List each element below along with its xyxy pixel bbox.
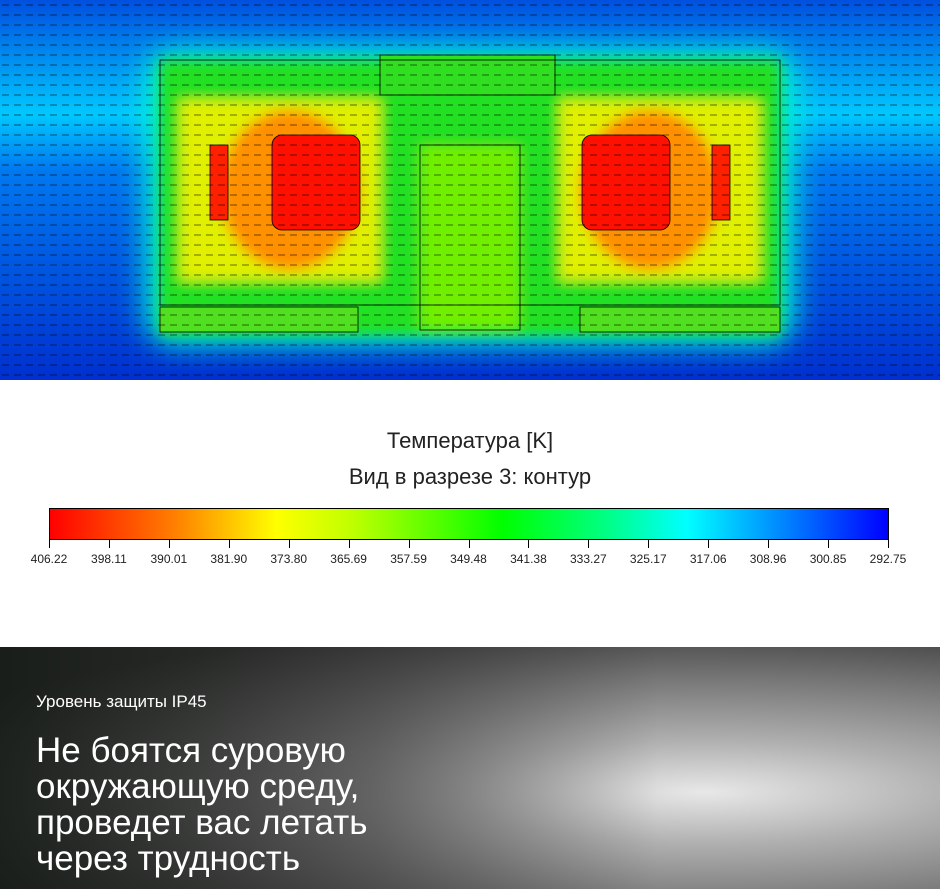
scale-tick <box>588 540 590 548</box>
headline-line: Не боятся суровую <box>36 731 346 770</box>
scale-tick-label: 341.38 <box>510 552 547 566</box>
headline-line: проведет вас летать <box>36 803 368 842</box>
scale-tick-label: 406.22 <box>30 552 68 566</box>
scale-tick <box>408 540 410 548</box>
scale-tick <box>108 540 110 548</box>
scale-tick-label: 381.90 <box>210 552 248 566</box>
banner: Уровень защиты IP45 Не боятся суровую ок… <box>0 647 940 889</box>
legend-subtitle: Вид в разрезе 3: контур <box>348 464 592 489</box>
scale-tick-label: 365.69 <box>330 552 367 566</box>
scale-tick <box>708 540 710 548</box>
scale-tick-label: 308.96 <box>749 552 787 566</box>
scale-tick-label: 357.59 <box>390 552 427 566</box>
color-scale-bar <box>49 508 889 540</box>
scale-tick-label: 398.11 <box>91 552 127 566</box>
scale-tick <box>768 540 770 548</box>
protection-level: Уровень защиты IP45 <box>36 692 207 711</box>
scale-tick-label: 325.17 <box>629 552 667 566</box>
scale-tick <box>468 540 470 548</box>
scale-tick-label: 390.01 <box>150 552 188 566</box>
headline-line: через трудность <box>36 839 301 878</box>
scale-tick <box>888 540 889 548</box>
scale-tick-label: 349.48 <box>450 552 487 566</box>
scale-tick <box>168 540 170 548</box>
scale-tick-label: 317.06 <box>689 552 727 566</box>
scale-tick-label: 292.75 <box>869 552 907 566</box>
legend-title: Температура [K] <box>386 428 554 453</box>
scale-tick-label: 373.80 <box>270 552 308 566</box>
scale-tick <box>288 540 290 548</box>
scale-tick <box>648 540 650 548</box>
scale-tick-label: 333.27 <box>569 552 607 566</box>
headline-line: окружающую среду, <box>36 767 360 806</box>
thermal-simulation-image <box>0 0 940 380</box>
headline: Не боятся суровую окружающую среду, пров… <box>36 733 536 877</box>
temperature-legend: Температура [K] Вид в разрезе 3: контур … <box>0 380 940 647</box>
scale-tick <box>828 540 830 548</box>
scale-tick <box>49 540 50 548</box>
scale-tick <box>528 540 530 548</box>
scale-tick <box>348 540 350 548</box>
scale-tick <box>228 540 230 548</box>
scale-tick-label: 300.85 <box>809 552 847 566</box>
